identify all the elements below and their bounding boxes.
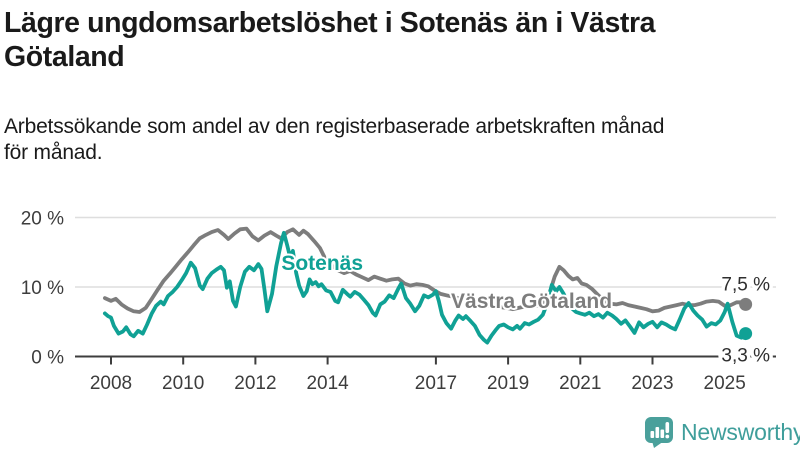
title-line-1: Lägre ungdomsarbetslöshet i Sotenäs än i… [4,7,656,39]
x-axis-label: 2019 [487,373,529,394]
series-line-vastra-gotaland [103,226,748,314]
subtitle-line-1: Arbetssökande som andel av den registerb… [4,115,665,138]
newsworthy-logo: Newsworthy [644,415,800,449]
x-axis-label: 2023 [631,373,673,394]
x-axis-label: 2021 [559,373,601,394]
chart-subtitle: Arbetssökande som andel av den registerb… [4,114,786,167]
x-axis-label: 2025 [704,373,746,394]
y-axis-label: 0 % [31,348,64,369]
end-value-label-sotenas: 3,3 % [721,346,770,367]
subtitle-line-2: för månad. [4,141,103,165]
title-line-2: Götaland [4,41,125,74]
bar-chart-speech-bubble-icon [645,417,673,448]
end-dot-sotenas [739,327,753,341]
end-value-label-vastra-gotaland: 7,5 % [721,274,770,295]
series-label-vastra-gotaland: Västra Götaland [451,290,612,313]
x-axis-label: 2010 [162,373,204,394]
x-axis-label: 2017 [415,373,457,394]
page-title: Lägre ungdomsarbetslöshet i Sotenäs än i… [4,6,766,74]
series-line-sotenas [103,230,748,345]
end-dot-vastra-gotaland [739,297,753,311]
brand-name: Newsworthy [681,418,800,445]
x-axis-label: 2008 [90,373,132,394]
y-axis-label: 10 % [21,278,64,299]
x-axis-label: 2012 [234,373,276,394]
series-label-sotenas: Sotenäs [281,252,363,275]
x-axis-label: 2014 [306,373,349,394]
y-axis-label: 20 % [21,209,64,230]
